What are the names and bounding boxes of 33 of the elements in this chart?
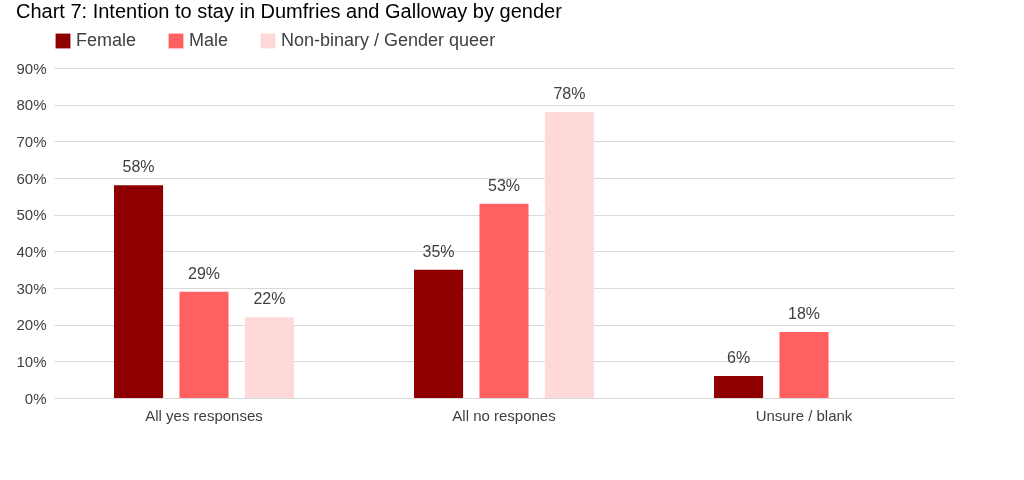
legend-label: Non-binary / Gender queer [281,30,496,50]
bar [479,203,529,398]
data-label: 58% [122,158,155,176]
y-tick-label: 60% [16,169,47,187]
bar [714,376,764,398]
data-label: 18% [787,305,821,322]
data-label: 6% [726,349,751,366]
data-label: 53% [487,176,521,194]
y-tick-label: 10% [16,352,47,370]
y-tick-label: 0% [24,389,47,407]
bar [179,291,229,398]
y-tick-label: 30% [16,279,47,297]
y-tick-label: 50% [16,206,47,224]
x-tick-label: All no respones [452,406,556,424]
data-label: 22% [253,290,286,308]
y-tick-label: 40% [16,242,47,260]
data-label: 35% [422,242,455,260]
y-tick-label: 70% [16,132,47,150]
legend-label: Male [189,30,229,50]
y-tick-label: 90% [16,59,47,77]
data-label: 78% [553,85,586,102]
bar [544,112,594,398]
bar [114,185,164,398]
legend-label: Female [76,30,137,50]
bar [779,332,829,398]
bar [244,317,294,398]
y-tick-label: 20% [16,316,47,334]
chart-title: Chart 7: Intention to stay in Dumfries and Galloway by gender [15,0,563,22]
y-tick-label: 80% [16,96,47,114]
x-tick-label: Unsure / blank [755,406,853,424]
x-tick-label: All yes responses [145,406,263,424]
bar [414,269,464,398]
data-label: 29% [187,264,221,282]
